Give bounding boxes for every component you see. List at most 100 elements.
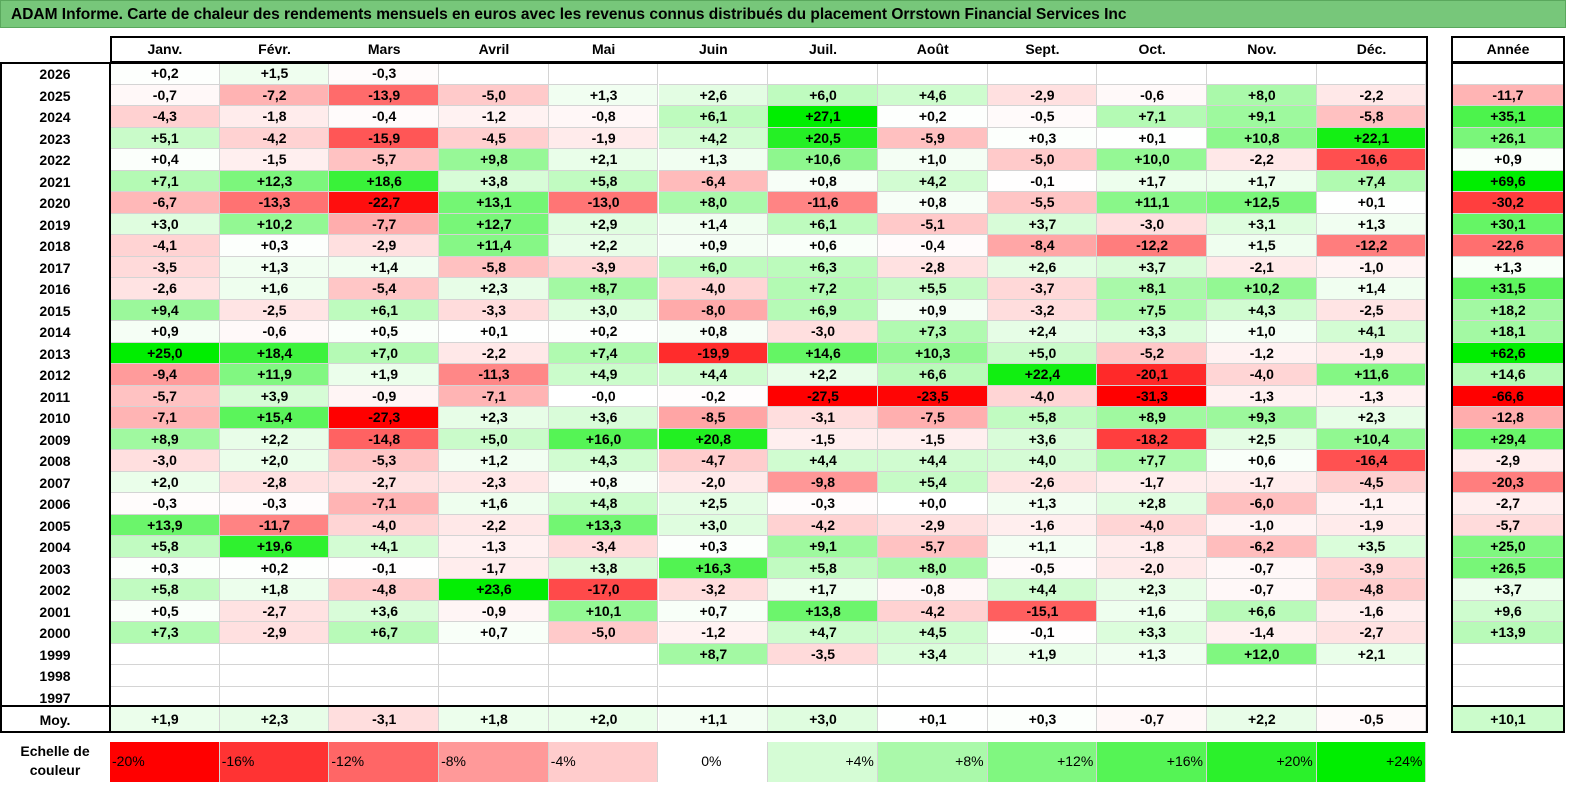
heatmap-cell: +4,4 <box>1028 581 1057 597</box>
heatmap-cell-bg <box>987 385 1098 407</box>
average-cell-bg <box>768 707 878 732</box>
heatmap-cell: +5,0 <box>480 430 508 447</box>
heatmap-cell: -17,0 <box>587 581 620 597</box>
heatmap-cell: -9,8 <box>810 473 836 490</box>
annual-cell: +31,5 <box>1490 280 1526 296</box>
heatmap-cell-bg <box>877 407 988 429</box>
heatmap-cell: +7,0 <box>370 344 399 361</box>
heatmap-cell: -2,6 <box>1030 473 1055 490</box>
heatmap-cell-bg <box>548 149 659 171</box>
heatmap-cell: -5,8 <box>1359 108 1384 124</box>
heatmap-cell-bg <box>548 557 659 579</box>
heatmap-cell: +3,7 <box>1138 258 1166 275</box>
heatmap-cell: -11,6 <box>807 194 839 210</box>
heatmap-cell: +11,4 <box>476 237 512 253</box>
heatmap-cell-bg <box>877 342 988 364</box>
heatmap-cell-bg <box>1097 278 1207 300</box>
heatmap-cell: +0,5 <box>370 323 399 339</box>
annual-column-header: Année <box>1486 41 1530 57</box>
heatmap-cell-bg <box>658 514 769 536</box>
heatmap-cell-bg <box>110 278 220 300</box>
heatmap-cell-bg <box>877 600 988 622</box>
heatmap-cell: -2,0 <box>1140 559 1165 576</box>
heatmap-cell-bg <box>219 84 330 106</box>
heatmap-cell-bg <box>219 471 330 493</box>
column-header: Mars <box>367 41 401 57</box>
heatmap-cell: +9,8 <box>480 151 508 167</box>
heatmap-cell-bg <box>877 450 988 472</box>
annual-cell: +14,6 <box>1490 366 1526 382</box>
heatmap-cell-bg <box>1097 170 1207 192</box>
heatmap-cell: -1,8 <box>1140 538 1165 554</box>
heatmap-cell-bg <box>548 106 659 128</box>
heatmap-cell: -5,2 <box>1140 344 1165 361</box>
heatmap-cell: -1,2 <box>701 624 726 640</box>
heatmap-cell: -1,2 <box>481 108 506 124</box>
color-scale-stop-label: -16% <box>221 753 255 769</box>
heatmap-cell-bg <box>987 170 1098 192</box>
heatmap-cell: -0,8 <box>920 581 945 597</box>
heatmap-cell-bg <box>1097 235 1207 257</box>
average-separator <box>0 705 1429 707</box>
heatmap-cell: -0,5 <box>1030 108 1055 124</box>
heatmap-cell: -0,7 <box>1249 581 1274 597</box>
heatmap-cell: -1,5 <box>262 151 287 167</box>
heatmap-cell: +22,1 <box>1353 129 1390 146</box>
heatmap-cell-bg <box>439 213 549 235</box>
heatmap-cell-bg <box>1207 600 1317 622</box>
heatmap-cell: +20,5 <box>805 129 841 146</box>
heatmap-cell: -7,2 <box>262 86 287 103</box>
heatmap-cell: +16,0 <box>585 430 622 447</box>
heatmap-cell: -1,9 <box>591 129 616 146</box>
heatmap-cell-bg <box>768 235 878 257</box>
color-scale-stop-label: +4% <box>845 753 874 769</box>
heatmap-cell: -1,7 <box>1140 473 1165 490</box>
row-year-label: 2004 <box>39 539 71 555</box>
heatmap-cell: +12,7 <box>476 215 512 232</box>
heatmap-cell-bg <box>219 213 330 235</box>
heatmap-cell-bg <box>768 364 878 386</box>
heatmap-cell-bg <box>1097 536 1207 558</box>
heatmap-cell: +2,1 <box>1357 645 1386 662</box>
heatmap-cell: -12,2 <box>1355 237 1388 253</box>
heatmap-cell: +6,0 <box>699 258 728 275</box>
heatmap-cell-bg <box>439 192 549 214</box>
heatmap-cell-bg <box>439 428 549 450</box>
column-header: Août <box>916 41 949 57</box>
heatmap-cell: -4,1 <box>152 237 177 253</box>
heatmap-cell: +1,3 <box>589 86 618 103</box>
heatmap-cell-bg <box>548 514 659 536</box>
heatmap-cell-bg <box>658 213 769 235</box>
heatmap-cell-bg <box>548 342 659 364</box>
annual-cell-bg <box>1452 665 1564 687</box>
heatmap-cell: -0,8 <box>591 108 616 124</box>
heatmap-cell-bg <box>1207 471 1317 493</box>
row-year-label: 2017 <box>39 259 71 276</box>
column-header: Déc. <box>1356 41 1387 57</box>
heatmap-cell-bg <box>1207 536 1317 558</box>
heatmap-cell: -8,0 <box>701 301 726 318</box>
heatmap-cell-bg <box>1316 256 1427 278</box>
heatmap-cell-bg <box>658 471 769 493</box>
heatmap-cell: +2,9 <box>589 215 618 232</box>
row-year-label: 2016 <box>39 281 71 297</box>
heatmap-cell-bg <box>877 299 988 321</box>
heatmap-cell: -3,9 <box>1359 559 1384 576</box>
heatmap-cell: +2,3 <box>480 409 508 425</box>
heatmap-cell-bg <box>1097 127 1207 149</box>
heatmap-cell-bg <box>329 364 440 386</box>
heatmap-cell-bg <box>548 63 659 85</box>
heatmap-cell-bg <box>548 665 659 687</box>
heatmap-cell-bg <box>987 192 1098 214</box>
column-header: Avril <box>478 41 510 57</box>
heatmap-cell-bg <box>1316 407 1427 429</box>
heatmap-cell-bg <box>110 256 220 278</box>
heatmap-cell: +7,1 <box>151 172 179 189</box>
heatmap-cell-bg <box>658 643 769 665</box>
heatmap-cell-bg <box>1207 450 1317 472</box>
heatmap-cell-bg <box>1097 622 1207 644</box>
heatmap-cell-bg <box>219 428 330 450</box>
heatmap-cell: -0,3 <box>152 495 177 511</box>
heatmap-cell-bg <box>329 192 440 214</box>
heatmap-cell-bg <box>658 278 769 300</box>
